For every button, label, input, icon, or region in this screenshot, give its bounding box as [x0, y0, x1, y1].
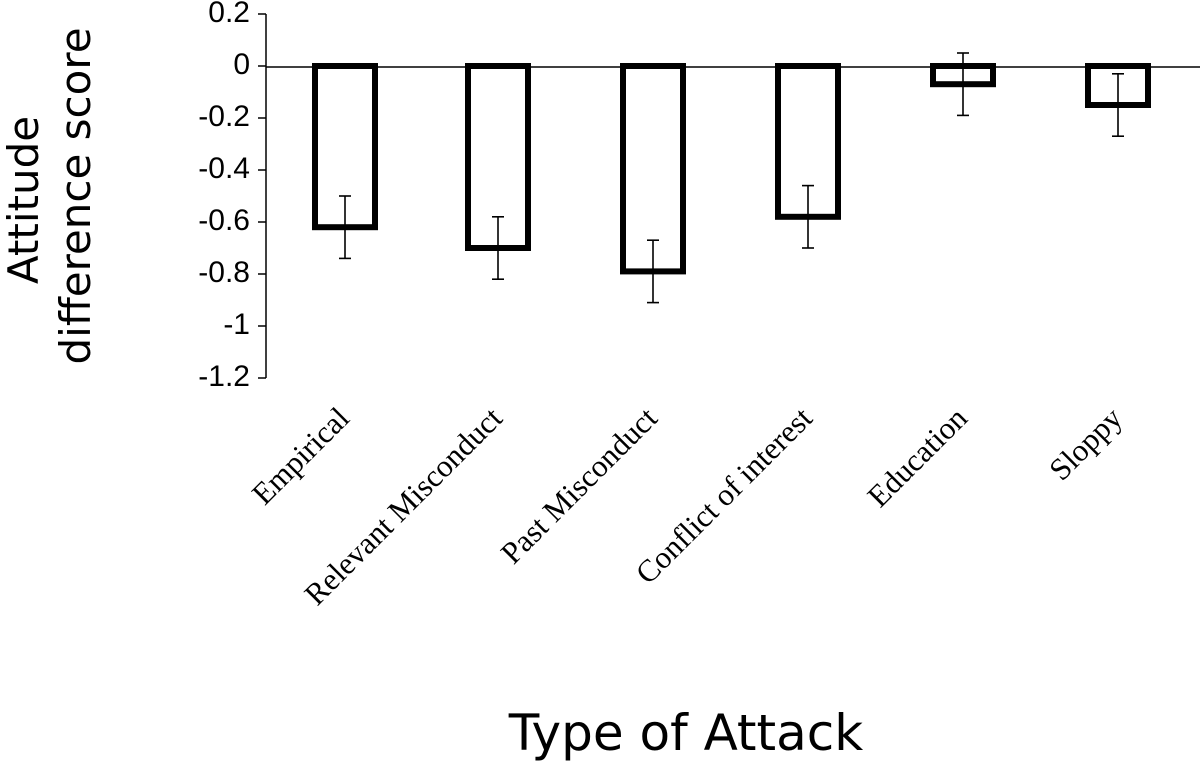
y-tick-label: -0.4 — [198, 152, 250, 185]
x-axis-title: Type of Attack — [508, 704, 863, 762]
category-label: Empirical — [245, 400, 356, 511]
axes — [265, 14, 1200, 378]
y-tick-label: -0.6 — [198, 204, 250, 237]
error-bar — [647, 239, 659, 304]
y-tick-label: -1 — [223, 308, 250, 341]
y-tick-label: -0.8 — [198, 256, 250, 289]
error-bars — [339, 52, 1124, 304]
y-axis-title-line-1: Attitude — [0, 116, 48, 284]
category-label: Education — [860, 400, 974, 514]
error-bar — [339, 195, 351, 260]
y-tick-label: 0.2 — [208, 0, 250, 29]
y-axis-ticks: 0.2 0 -0.2 -0.4 -0.6 -0.8 -1 -1.2 — [198, 0, 266, 393]
category-label: Past Misconduct — [494, 400, 665, 571]
y-tick-label: -1.2 — [198, 360, 250, 393]
error-bar — [492, 216, 504, 281]
error-bar — [957, 52, 969, 117]
y-axis-title-line-2: difference score — [51, 27, 100, 364]
error-bar — [802, 184, 814, 249]
y-tick-label: -0.2 — [198, 100, 250, 133]
bars — [312, 63, 1151, 275]
y-tick-label: 0 — [233, 48, 250, 81]
category-label: Sloppy — [1042, 400, 1129, 487]
error-bar — [1112, 73, 1124, 137]
